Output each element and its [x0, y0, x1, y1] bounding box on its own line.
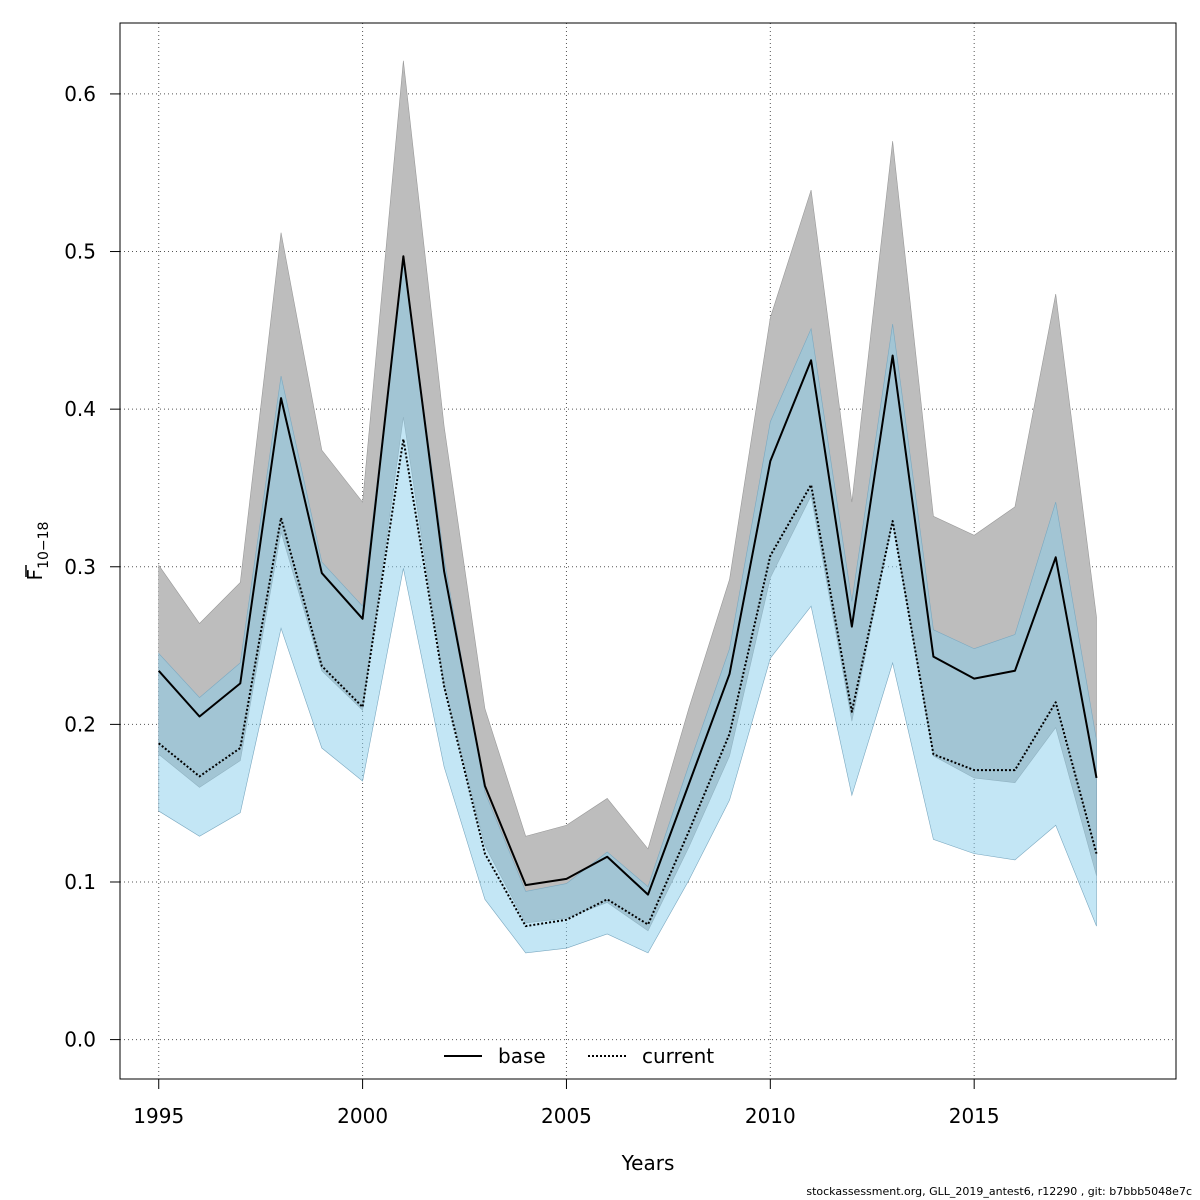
x-tick-label: 2015 — [949, 1104, 1000, 1128]
y-axis-title: F10−18 — [23, 522, 52, 581]
svg-text:F10−18: F10−18 — [23, 522, 52, 581]
legend: base current — [444, 1044, 714, 1068]
y-tick-label: 0.3 — [64, 555, 96, 579]
footer-credit: stockassessment.org, GLL_2019_antest6, r… — [806, 1185, 1192, 1198]
legend-base-label: base — [498, 1044, 546, 1068]
y-tick-label: 0.4 — [64, 397, 96, 421]
x-axis: 1995 2000 2005 2010 2015 — [133, 1078, 1000, 1128]
series-line-base — [157, 255, 1098, 896]
y-tick-label: 0.2 — [64, 712, 96, 736]
legend-current-label: current — [642, 1044, 714, 1068]
confidence-bands — [158, 60, 1097, 954]
y-tick-label: 0.5 — [64, 240, 96, 264]
y-tick-label: 0.0 — [64, 1028, 96, 1052]
y-axis-title-main: F — [23, 569, 47, 581]
x-axis-title: Years — [621, 1151, 675, 1175]
y-tick-label: 0.1 — [64, 870, 96, 894]
confidence-band-current — [158, 257, 1097, 954]
y-tick-label: 0.6 — [64, 82, 96, 106]
x-tick-label: 2010 — [745, 1104, 796, 1128]
x-tick-label: 2000 — [337, 1104, 388, 1128]
x-tick-label: 1995 — [133, 1104, 184, 1128]
x-tick-label: 2005 — [541, 1104, 592, 1128]
series-line-current — [158, 438, 1098, 928]
series-lines — [157, 255, 1098, 928]
y-axis-title-subscript: 10−18 — [36, 522, 52, 569]
y-axis: 0.0 0.1 0.2 0.3 0.4 0.5 0.6 — [64, 82, 121, 1052]
